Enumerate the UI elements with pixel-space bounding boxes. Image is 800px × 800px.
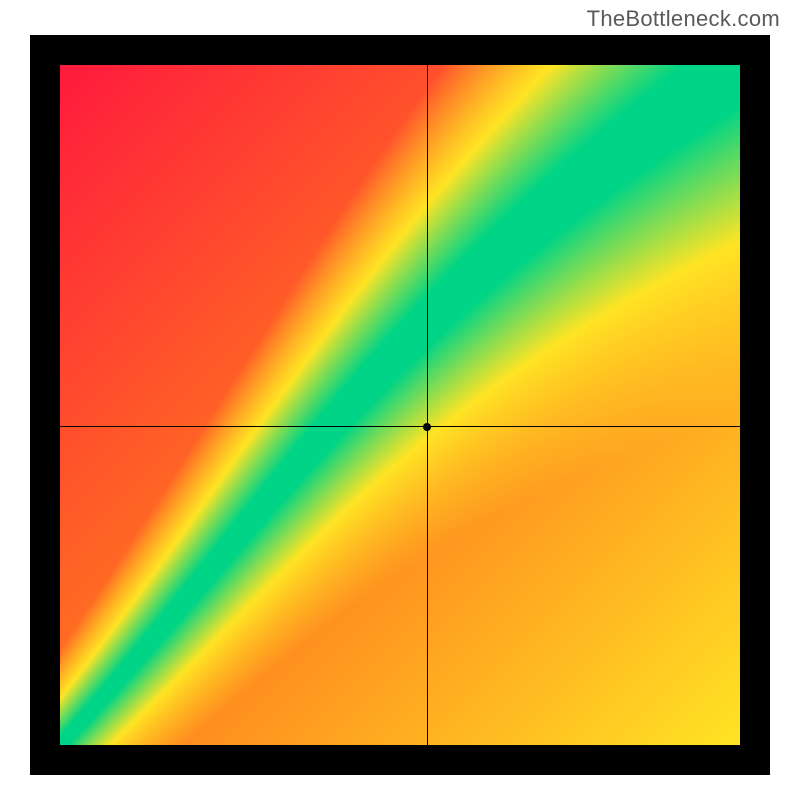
chart-heatmap — [60, 65, 740, 745]
heatmap-canvas — [60, 65, 740, 745]
chart-frame — [30, 35, 770, 775]
crosshair-horizontal — [60, 426, 740, 427]
crosshair-vertical — [427, 65, 428, 745]
watermark-text: TheBottleneck.com — [587, 6, 780, 32]
crosshair-marker — [423, 423, 431, 431]
